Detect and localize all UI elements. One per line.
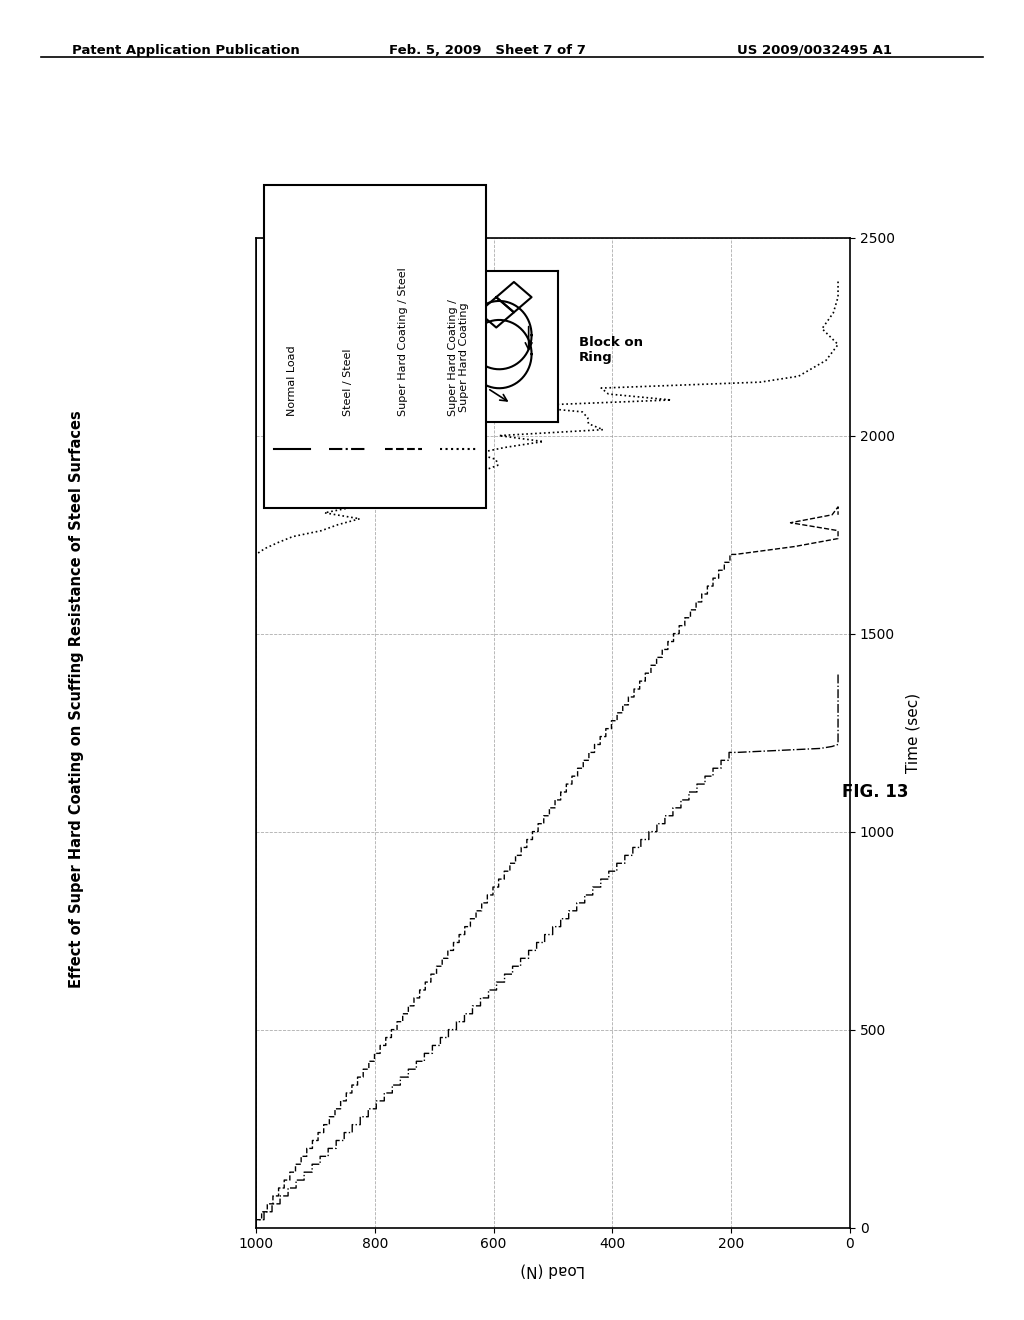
Text: Steel / Steel: Steel / Steel (342, 348, 352, 416)
Text: Patent Application Publication: Patent Application Publication (72, 44, 299, 57)
Text: Effect of Super Hard Coating on Scuffing Resistance of Steel Surfaces: Effect of Super Hard Coating on Scuffing… (70, 411, 84, 989)
Text: Block on
Ring: Block on Ring (579, 335, 643, 364)
FancyArrowPatch shape (525, 326, 532, 350)
X-axis label: Load (N): Load (N) (520, 1262, 586, 1278)
Y-axis label: Time (sec): Time (sec) (906, 693, 921, 772)
Text: Super Hard Coating /
Super Hard Coating: Super Hard Coating / Super Hard Coating (447, 298, 469, 416)
FancyArrowPatch shape (489, 389, 507, 401)
Text: Normal Load: Normal Load (287, 345, 297, 416)
Text: FIG. 13: FIG. 13 (843, 783, 908, 801)
Text: Super Hard Coating / Steel: Super Hard Coating / Steel (398, 267, 409, 416)
Text: Feb. 5, 2009   Sheet 7 of 7: Feb. 5, 2009 Sheet 7 of 7 (389, 44, 586, 57)
Text: US 2009/0032495 A1: US 2009/0032495 A1 (737, 44, 892, 57)
